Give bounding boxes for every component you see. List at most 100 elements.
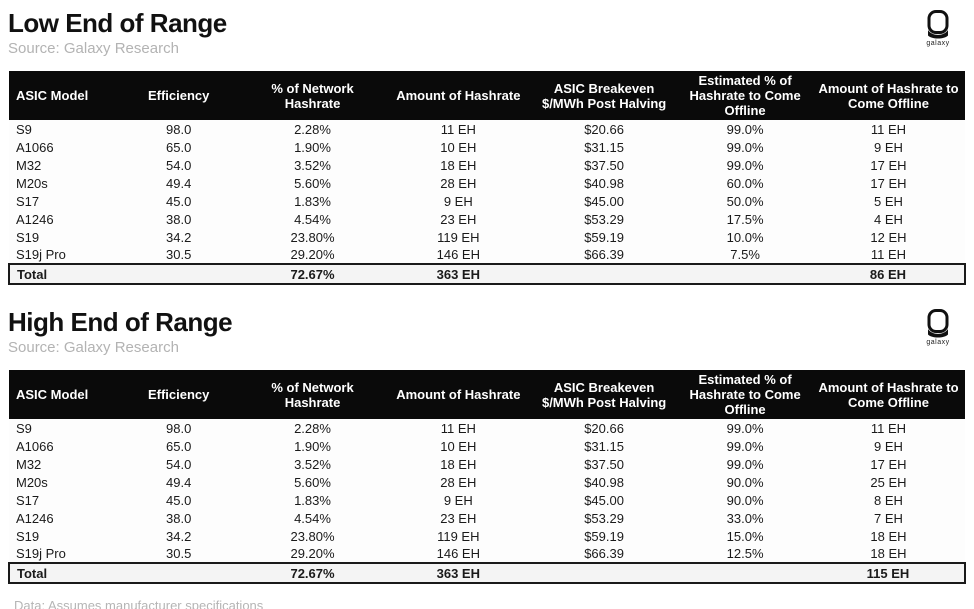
value-cell: 11 EH bbox=[812, 419, 965, 437]
value-cell: 119 EH bbox=[386, 527, 530, 545]
table-row: S19 34.2 23.80% 119 EH $59.19 10.0% 12 EH bbox=[9, 228, 965, 246]
value-cell: 12 EH bbox=[812, 228, 965, 246]
table-row: M20s 49.4 5.60% 28 EH $40.98 60.0% 17 EH bbox=[9, 174, 965, 192]
section-high-end-of-range: High End of Range Source: Galaxy Researc… bbox=[8, 307, 966, 584]
value-cell: 99.0% bbox=[678, 437, 812, 455]
total-value-cell: 363 EH bbox=[386, 562, 530, 584]
data-note-text: Data: Assumes manufacturer specification… bbox=[14, 598, 263, 609]
column-header: Amount of Hashrate to Come Offline bbox=[812, 71, 965, 120]
asic-model-cell: A1066 bbox=[9, 138, 119, 156]
galaxy-logo: galaxy bbox=[918, 10, 958, 48]
value-cell: $20.66 bbox=[530, 120, 679, 138]
value-cell: 4.54% bbox=[238, 509, 387, 527]
total-value-cell: 115 EH bbox=[812, 562, 966, 584]
value-cell: 9 EH bbox=[386, 192, 530, 210]
value-cell: $31.15 bbox=[530, 138, 679, 156]
source-label: Source: Galaxy Research bbox=[8, 40, 179, 57]
value-cell: 3.52% bbox=[238, 455, 387, 473]
section-title: High End of Range bbox=[8, 307, 233, 337]
asic-model-cell: A1066 bbox=[9, 437, 119, 455]
total-label-cell: Total bbox=[8, 263, 119, 285]
value-cell: 54.0 bbox=[118, 455, 239, 473]
asic-model-cell: M32 bbox=[9, 455, 119, 473]
value-cell: $45.00 bbox=[530, 491, 679, 509]
value-cell: 28 EH bbox=[386, 473, 530, 491]
table-row: S17 45.0 1.83% 9 EH $45.00 50.0% 5 EH bbox=[9, 192, 965, 210]
value-cell: 28 EH bbox=[386, 174, 530, 192]
value-cell: $45.00 bbox=[530, 192, 679, 210]
value-cell: 99.0% bbox=[678, 120, 812, 138]
asic-model-cell: S17 bbox=[9, 491, 119, 509]
value-cell: 45.0 bbox=[118, 192, 239, 210]
value-cell: 17 EH bbox=[812, 455, 965, 473]
value-cell: 38.0 bbox=[118, 210, 239, 228]
asic-model-cell: S19 bbox=[9, 228, 119, 246]
value-cell: 7.5% bbox=[678, 246, 812, 264]
value-cell: 4.54% bbox=[238, 210, 387, 228]
value-cell: 98.0 bbox=[118, 419, 239, 437]
total-row: Total 72.67% 363 EH 115 EH bbox=[8, 562, 966, 584]
value-cell: $59.19 bbox=[530, 228, 679, 246]
value-cell: 4 EH bbox=[812, 210, 965, 228]
column-header: ASIC Model bbox=[9, 71, 119, 120]
total-value-cell: 363 EH bbox=[386, 263, 530, 285]
value-cell: 29.20% bbox=[238, 246, 387, 264]
value-cell: $31.15 bbox=[530, 437, 679, 455]
section-low-end-of-range: Low End of Range Source: Galaxy Research… bbox=[8, 8, 966, 285]
asic-model-cell: M32 bbox=[9, 156, 119, 174]
galaxy-logo-label: galaxy bbox=[926, 40, 950, 47]
table-row: M32 54.0 3.52% 18 EH $37.50 99.0% 17 EH bbox=[9, 455, 965, 473]
value-cell: 54.0 bbox=[118, 156, 239, 174]
asic-model-cell: S9 bbox=[9, 120, 119, 138]
total-value-cell: 72.67% bbox=[238, 263, 387, 285]
value-cell: 30.5 bbox=[118, 545, 239, 563]
galaxy-logo-label: galaxy bbox=[926, 339, 950, 346]
value-cell: 18 EH bbox=[386, 455, 530, 473]
column-header: ASIC Model bbox=[9, 370, 119, 419]
data-note: Data: Assumes manufacturer specification… bbox=[8, 597, 966, 609]
column-header: Efficiency bbox=[118, 71, 239, 120]
total-value-cell bbox=[530, 562, 679, 584]
value-cell: 90.0% bbox=[678, 491, 812, 509]
value-cell: 146 EH bbox=[386, 246, 530, 264]
value-cell: $20.66 bbox=[530, 419, 679, 437]
value-cell: 119 EH bbox=[386, 228, 530, 246]
asic-model-cell: M20s bbox=[9, 174, 119, 192]
section-header: Low End of Range Source: Galaxy Research… bbox=[8, 8, 966, 58]
column-header: Estimated % of Hashrate to Come Offline bbox=[678, 71, 812, 120]
header-row: ASIC Model Efficiency% of Network Hashrat… bbox=[9, 370, 965, 419]
value-cell: 10.0% bbox=[678, 228, 812, 246]
value-cell: 60.0% bbox=[678, 174, 812, 192]
value-cell: 7 EH bbox=[812, 509, 965, 527]
table-row: S19j Pro 30.5 29.20% 146 EH $66.39 12.5% 18 EH bbox=[9, 545, 965, 563]
value-cell: 23.80% bbox=[238, 228, 387, 246]
value-cell: 2.28% bbox=[238, 120, 387, 138]
value-cell: $40.98 bbox=[530, 174, 679, 192]
total-value-cell bbox=[678, 263, 812, 285]
value-cell: 49.4 bbox=[118, 174, 239, 192]
column-header: ASIC Breakeven $/MWh Post Halving bbox=[530, 370, 679, 419]
value-cell: 9 EH bbox=[812, 437, 965, 455]
total-value-cell bbox=[118, 562, 239, 584]
section-header: High End of Range Source: Galaxy Researc… bbox=[8, 307, 966, 357]
value-cell: $53.29 bbox=[530, 509, 679, 527]
asic-model-cell: A1246 bbox=[9, 509, 119, 527]
value-cell: 5.60% bbox=[238, 174, 387, 192]
total-label-cell: Total bbox=[8, 562, 119, 584]
value-cell: 34.2 bbox=[118, 527, 239, 545]
value-cell: $37.50 bbox=[530, 156, 679, 174]
table-row: S17 45.0 1.83% 9 EH $45.00 90.0% 8 EH bbox=[9, 491, 965, 509]
value-cell: 10 EH bbox=[386, 437, 530, 455]
value-cell: 90.0% bbox=[678, 473, 812, 491]
column-header: % of Network Hashrate bbox=[238, 370, 387, 419]
column-header: Efficiency bbox=[118, 370, 239, 419]
value-cell: 5 EH bbox=[812, 192, 965, 210]
source-label: Source: Galaxy Research bbox=[8, 339, 179, 356]
table-row: S9 98.0 2.28% 11 EH $20.66 99.0% 11 EH bbox=[9, 120, 965, 138]
asic-model-cell: M20s bbox=[9, 473, 119, 491]
value-cell: 9 EH bbox=[386, 491, 530, 509]
value-cell: 29.20% bbox=[238, 545, 387, 563]
astronaut-helmet-icon bbox=[918, 10, 958, 40]
value-cell: 30.5 bbox=[118, 246, 239, 264]
